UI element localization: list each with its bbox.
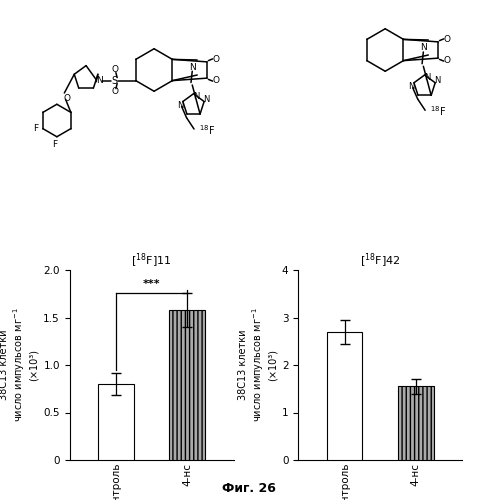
Text: N: N	[203, 94, 210, 104]
Text: N: N	[96, 76, 102, 85]
Bar	[98, 384, 134, 460]
Bar	[169, 310, 205, 460]
Text: N: N	[424, 73, 430, 82]
Text: $^{18}$F: $^{18}$F	[199, 124, 215, 137]
Text: N: N	[189, 63, 196, 72]
Text: ***: ***	[143, 279, 161, 289]
Text: O: O	[63, 94, 70, 102]
Bar	[327, 332, 362, 460]
Text: N: N	[408, 82, 414, 91]
Bar	[398, 386, 434, 460]
Title: [$^{18}$F]11: [$^{18}$F]11	[131, 252, 172, 270]
Text: O: O	[111, 88, 118, 96]
Text: N: N	[177, 101, 183, 110]
Y-axis label: 38С13 клетки
число импульсов мг$^{-1}$
(×10³): 38С13 клетки число импульсов мг$^{-1}$ (…	[238, 308, 278, 422]
Y-axis label: 38С13 клетки
число импульсов мг$^{-1}$
(×10³): 38С13 клетки число импульсов мг$^{-1}$ (…	[0, 308, 39, 422]
Text: N: N	[434, 76, 441, 85]
Text: O: O	[212, 55, 219, 64]
Text: O: O	[443, 56, 450, 65]
Text: O: O	[443, 35, 450, 44]
Text: $^{18}$F: $^{18}$F	[430, 104, 446, 118]
Text: O: O	[111, 65, 118, 74]
Title: [$^{18}$F]42: [$^{18}$F]42	[360, 252, 401, 270]
Text: N: N	[193, 92, 199, 101]
Text: Фиг. 26: Фиг. 26	[222, 482, 275, 495]
Text: O: O	[212, 76, 219, 85]
Text: F: F	[52, 140, 57, 149]
Text: F: F	[33, 124, 38, 133]
Text: S: S	[112, 76, 118, 86]
Text: N: N	[420, 43, 427, 52]
